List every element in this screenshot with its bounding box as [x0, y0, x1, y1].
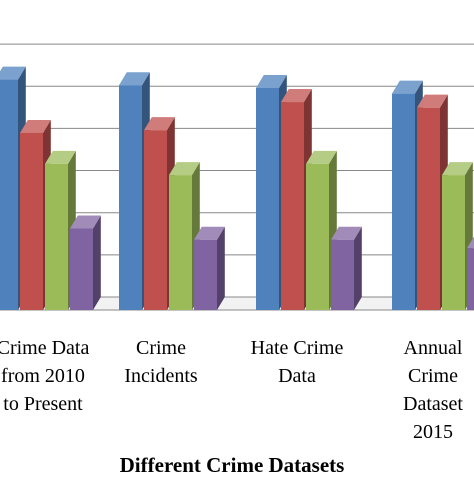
- bar-top: [417, 94, 448, 108]
- bar-top: [256, 75, 287, 89]
- category-label: Crime Data from 2010 to Present: [0, 337, 89, 415]
- bar-front: [119, 85, 142, 310]
- bar: [331, 226, 362, 310]
- bar-side: [354, 226, 362, 310]
- bar-front: [256, 88, 279, 310]
- bar-front: [331, 239, 354, 310]
- x-axis-title: Different Crime Datasets: [120, 453, 345, 474]
- category-label-line: Dataset: [403, 393, 463, 415]
- category-label: Annual Crime Dataset 2015: [403, 337, 463, 443]
- bar-top: [20, 119, 51, 133]
- bar-top: [169, 162, 200, 176]
- bar: [70, 215, 101, 310]
- bars: [0, 66, 474, 311]
- bar-top: [331, 226, 362, 240]
- bar-front: [144, 130, 167, 310]
- bar-top: [467, 236, 474, 249]
- category-label-line: Hate Crime: [251, 337, 344, 359]
- bar-top: [194, 226, 225, 240]
- bar-front: [70, 228, 93, 310]
- bar-side: [217, 226, 225, 310]
- category-label-line: to Present: [3, 393, 83, 415]
- bar-front: [467, 248, 474, 310]
- bar-front: [281, 102, 304, 310]
- category-label-line: Crime Data: [0, 337, 89, 359]
- category-label-line: Incidents: [124, 365, 198, 387]
- bar-front: [442, 175, 465, 310]
- bar: [194, 226, 225, 310]
- bar-top: [281, 89, 312, 103]
- category-label-line: 2015: [413, 421, 453, 443]
- category-label-line: from 2010: [1, 365, 85, 387]
- bar-side: [93, 215, 101, 310]
- bar-top: [70, 215, 101, 229]
- bar-front: [306, 163, 329, 310]
- bar-front: [0, 79, 18, 310]
- bar-front: [20, 132, 43, 310]
- category-label: Crime Incidents: [124, 337, 198, 387]
- bar-top: [306, 150, 337, 164]
- bar-top: [392, 80, 423, 94]
- bar: [467, 236, 474, 310]
- category-label-line: Crime: [408, 365, 458, 387]
- bar-top: [45, 150, 76, 164]
- bar-front: [45, 163, 68, 310]
- bar-top: [119, 72, 150, 86]
- bar-front: [417, 107, 440, 311]
- bar-top: [442, 162, 473, 176]
- bar-top: [0, 66, 26, 80]
- bar-front: [392, 93, 415, 310]
- bar-top: [144, 117, 175, 131]
- bar: [442, 162, 473, 310]
- bar-front: [169, 175, 192, 310]
- category-label-line: Data: [278, 365, 316, 387]
- category-labels: Crime Data from 2010 to Present Crime Incide…: [0, 337, 463, 443]
- category-label: Hate Crime Data: [251, 337, 344, 387]
- bar-front: [194, 239, 217, 310]
- category-label-line: Crime: [136, 337, 186, 359]
- category-label-line: Annual: [404, 337, 463, 359]
